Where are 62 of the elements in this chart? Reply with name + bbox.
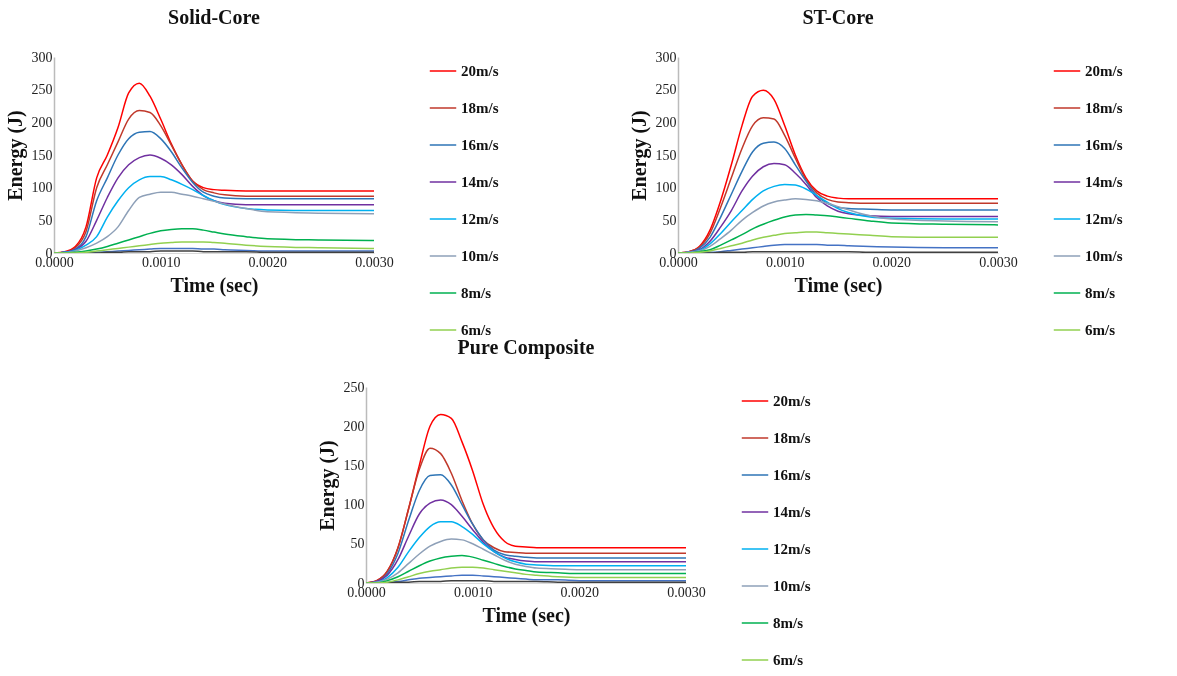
legend-label: 8m/s: [1085, 285, 1116, 301]
x-tick-label: 0.0030: [979, 254, 1018, 270]
y-tick-label: 200: [655, 114, 677, 130]
line-series: [678, 231, 998, 253]
y-tick-label: 250: [343, 379, 365, 395]
x-tick-label: 0.0010: [453, 584, 493, 600]
legend-label: 6m/s: [1085, 322, 1116, 338]
y-tick-label: 100: [655, 180, 677, 196]
y-tick-label: 200: [343, 418, 365, 434]
legend-label: 10m/s: [461, 248, 499, 264]
legend-label: 18m/s: [1085, 100, 1123, 116]
y-tick-label: 150: [343, 457, 365, 473]
legend-label: 16m/s: [461, 137, 499, 153]
y-tick-label: 50: [38, 212, 53, 228]
x-axis-title: Time (sec): [794, 273, 883, 297]
x-tick-label: 0.0030: [667, 584, 706, 600]
line-series: [366, 566, 686, 583]
legend-label: 20m/s: [773, 393, 811, 409]
legend-label: 16m/s: [1085, 137, 1123, 153]
y-tick-label: 300: [655, 49, 677, 65]
x-axis-title: Time (sec): [482, 603, 571, 627]
x-axis-title: Time (sec): [170, 273, 259, 297]
legend-label: 8m/s: [461, 285, 492, 301]
legend-label: 14m/s: [1085, 174, 1123, 190]
legend-label: 16m/s: [773, 467, 811, 483]
legend-label: 10m/s: [1085, 248, 1123, 264]
x-tick-label: 0.0010: [765, 254, 805, 270]
chart-title: Pure Composite: [457, 336, 595, 359]
y-tick-label: 250: [655, 82, 677, 98]
x-tick-label: 0.0030: [355, 254, 394, 270]
x-tick-label: 0.0020: [248, 254, 288, 270]
y-tick-label: 100: [343, 497, 365, 513]
x-tick-label: 0.0020: [872, 254, 912, 270]
legend-label: 6m/s: [461, 322, 492, 338]
legend-label: 20m/s: [461, 63, 499, 79]
legend-label: 20m/s: [1085, 63, 1123, 79]
legend-label: 18m/s: [461, 100, 499, 116]
x-tick-label: 0.0010: [141, 254, 181, 270]
legend-label: 6m/s: [773, 652, 804, 668]
y-axis-title: Energy (J): [315, 440, 339, 531]
legend-label: 14m/s: [773, 504, 811, 520]
legend-label: 12m/s: [773, 541, 811, 557]
y-tick-label: 200: [31, 114, 53, 130]
legend-label: 18m/s: [773, 430, 811, 446]
y-tick-label: 100: [31, 180, 53, 196]
legend-label: 14m/s: [461, 174, 499, 190]
x-tick-label: 0.0020: [560, 584, 600, 600]
legend-label: 8m/s: [773, 615, 804, 631]
legend-label: 12m/s: [461, 211, 499, 227]
y-tick-label: 300: [31, 49, 53, 65]
legend-label: 12m/s: [1085, 211, 1123, 227]
legend-label: 10m/s: [773, 578, 811, 594]
y-tick-label: 50: [662, 212, 677, 228]
y-tick-label: 150: [655, 147, 677, 163]
line-series: [54, 241, 374, 253]
y-axis-title: Energy (J): [627, 110, 651, 201]
chart-title: ST-Core: [802, 6, 874, 28]
y-tick-label: 150: [31, 147, 53, 163]
y-tick-label: 250: [31, 82, 53, 98]
y-axis-title: Energy (J): [3, 110, 27, 201]
y-tick-label: 50: [350, 536, 365, 552]
chart-title: Solid-Core: [168, 6, 261, 28]
